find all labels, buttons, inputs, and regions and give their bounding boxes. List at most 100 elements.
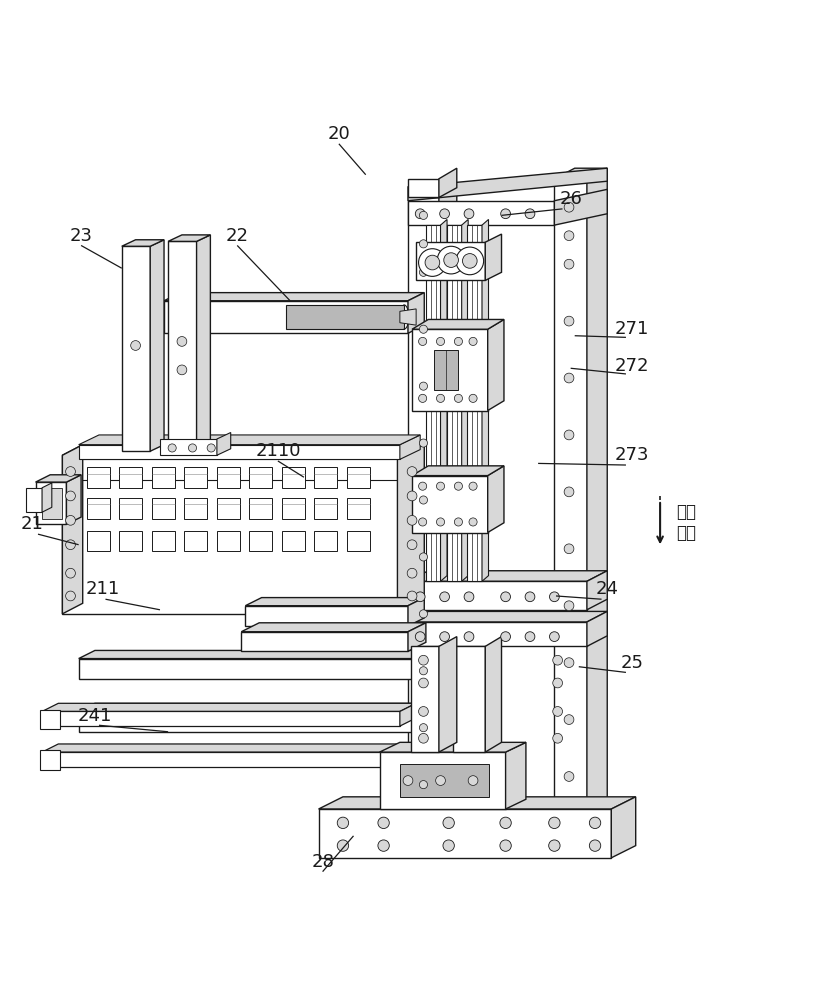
Circle shape: [455, 518, 463, 526]
Circle shape: [469, 394, 477, 402]
Circle shape: [65, 568, 75, 578]
Text: 273: 273: [614, 446, 649, 464]
Text: 2110: 2110: [255, 442, 300, 460]
Polygon shape: [242, 623, 426, 632]
Circle shape: [419, 268, 428, 276]
Polygon shape: [472, 215, 488, 785]
Polygon shape: [416, 242, 486, 280]
Circle shape: [564, 772, 574, 781]
Polygon shape: [506, 742, 526, 809]
Circle shape: [378, 817, 389, 829]
Circle shape: [419, 518, 427, 526]
Polygon shape: [408, 201, 554, 225]
Circle shape: [177, 365, 187, 375]
Circle shape: [407, 491, 417, 501]
Polygon shape: [217, 467, 240, 488]
Polygon shape: [286, 305, 404, 329]
Circle shape: [65, 491, 75, 501]
Circle shape: [419, 667, 428, 675]
Circle shape: [419, 678, 428, 688]
Polygon shape: [246, 606, 408, 626]
Polygon shape: [445, 225, 472, 785]
Polygon shape: [486, 234, 502, 280]
Polygon shape: [78, 445, 400, 459]
Polygon shape: [26, 488, 42, 512]
Polygon shape: [282, 498, 304, 519]
Polygon shape: [408, 611, 607, 622]
Polygon shape: [78, 459, 400, 480]
Polygon shape: [408, 168, 607, 201]
Polygon shape: [439, 637, 457, 752]
Circle shape: [415, 632, 425, 642]
Circle shape: [188, 444, 197, 452]
Polygon shape: [314, 531, 337, 551]
Polygon shape: [242, 632, 408, 651]
Circle shape: [419, 325, 428, 333]
Polygon shape: [412, 703, 428, 732]
Polygon shape: [217, 531, 240, 551]
Polygon shape: [160, 439, 217, 455]
Circle shape: [407, 540, 417, 550]
Polygon shape: [184, 531, 207, 551]
Polygon shape: [168, 241, 197, 446]
Circle shape: [419, 781, 428, 789]
Text: 22: 22: [226, 227, 249, 245]
Circle shape: [549, 592, 559, 602]
Polygon shape: [41, 710, 60, 729]
Circle shape: [65, 467, 75, 476]
Polygon shape: [408, 581, 587, 610]
Circle shape: [564, 259, 574, 269]
Polygon shape: [78, 703, 428, 711]
Circle shape: [415, 209, 425, 219]
Polygon shape: [426, 225, 441, 581]
Polygon shape: [379, 752, 506, 809]
Polygon shape: [164, 293, 424, 301]
Circle shape: [437, 394, 445, 402]
Circle shape: [337, 840, 348, 851]
Circle shape: [436, 776, 446, 785]
Text: 20: 20: [327, 125, 350, 143]
Polygon shape: [62, 455, 404, 614]
Polygon shape: [447, 225, 462, 581]
Text: 25: 25: [620, 654, 643, 672]
Polygon shape: [250, 467, 273, 488]
Circle shape: [207, 444, 215, 452]
Polygon shape: [587, 168, 607, 809]
Polygon shape: [217, 433, 231, 455]
Circle shape: [444, 253, 459, 267]
Polygon shape: [554, 168, 607, 179]
Circle shape: [469, 482, 477, 490]
Text: 271: 271: [614, 320, 649, 338]
Polygon shape: [42, 488, 62, 519]
Polygon shape: [611, 797, 636, 858]
Circle shape: [440, 592, 450, 602]
Polygon shape: [400, 764, 490, 797]
Text: 28: 28: [311, 853, 334, 871]
Polygon shape: [78, 451, 416, 459]
Circle shape: [552, 707, 562, 716]
Circle shape: [407, 467, 417, 476]
Circle shape: [419, 249, 446, 276]
Polygon shape: [168, 235, 211, 241]
Circle shape: [378, 840, 389, 851]
Circle shape: [443, 840, 455, 851]
Polygon shape: [246, 598, 424, 606]
Circle shape: [464, 592, 474, 602]
Text: 24: 24: [596, 580, 619, 598]
Circle shape: [425, 255, 440, 270]
Polygon shape: [197, 235, 211, 446]
Circle shape: [549, 632, 559, 642]
Circle shape: [407, 515, 417, 525]
Polygon shape: [78, 650, 428, 659]
Polygon shape: [488, 319, 504, 411]
Circle shape: [464, 632, 474, 642]
Polygon shape: [404, 445, 424, 614]
Text: 272: 272: [614, 357, 649, 375]
Polygon shape: [314, 467, 337, 488]
Circle shape: [419, 211, 428, 219]
Text: 竖向
方向: 竖向 方向: [676, 503, 696, 542]
Polygon shape: [379, 742, 526, 752]
Circle shape: [65, 515, 75, 525]
Polygon shape: [439, 188, 457, 809]
Polygon shape: [62, 445, 82, 614]
